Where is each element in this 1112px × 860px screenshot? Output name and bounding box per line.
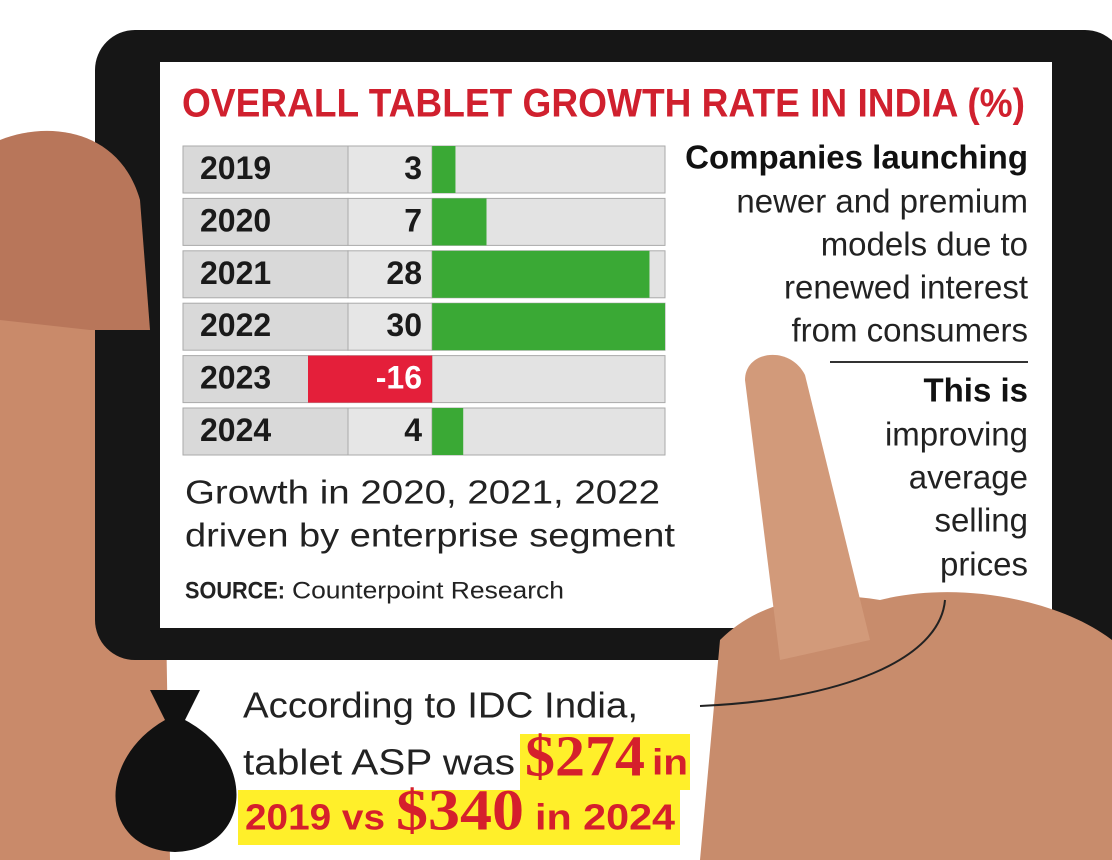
asp-note: in (652, 742, 688, 783)
pointing-finger (745, 354, 870, 660)
category-label: 2024 (200, 412, 271, 448)
callout-line: renewed interest (784, 269, 1028, 306)
value-cell (347, 407, 433, 456)
year-cell (182, 250, 349, 299)
value-label: 7 (404, 202, 422, 238)
bar (432, 198, 487, 246)
bar (432, 146, 456, 193)
asp-note: According to IDC India, (243, 685, 638, 726)
pointer-line (699, 599, 946, 707)
callout-top: Companies launching newer and premium mo… (685, 139, 1028, 349)
category-label: 2021 (200, 255, 271, 291)
asp-note: 2019 vs (245, 797, 385, 838)
callout-bottom: This is improving average selling prices (885, 372, 1028, 583)
highlight (520, 734, 690, 790)
callout-line: improving (885, 416, 1028, 453)
value-cell (347, 250, 433, 299)
callout-line: selling (934, 502, 1028, 539)
bar-track (431, 407, 666, 456)
category-label: 2023 (200, 360, 271, 396)
value-label: 3 (404, 150, 422, 186)
bar-track (431, 145, 666, 194)
callout-line: newer and premium (736, 183, 1028, 220)
value-cell (347, 145, 433, 194)
callout-line: from consumers (791, 312, 1028, 349)
bar (432, 303, 665, 351)
year-cell (182, 197, 349, 246)
money-bag-icon (115, 690, 237, 852)
chart-title: OVERALL TABLET GROWTH RATE IN INDIA (%) (182, 82, 1025, 126)
callout-line: prices (940, 546, 1028, 583)
value-label: 4 (404, 412, 422, 448)
bar (432, 250, 650, 298)
category-label: 2020 (200, 202, 271, 238)
year-cell (182, 407, 349, 456)
callout-line: average (909, 459, 1028, 496)
highlight (238, 790, 680, 845)
value-label: 30 (386, 307, 422, 343)
asp-note: tablet ASP was (243, 742, 515, 783)
bar (432, 408, 464, 455)
asp-price: $340 (396, 777, 524, 842)
value-label: -16 (376, 360, 422, 396)
year-cell (182, 145, 349, 194)
source-text: Counterpoint Research (292, 577, 564, 604)
callout-heading: This is (923, 372, 1028, 409)
value-label: 28 (386, 255, 422, 291)
asp-price: $274 (525, 723, 645, 788)
footnote: driven by enterprise segment (185, 517, 675, 554)
callout-line: models due to (821, 226, 1028, 263)
category-label: 2022 (200, 307, 271, 343)
category-label: 2019 (200, 150, 271, 186)
bar (308, 355, 433, 403)
right-hand (700, 592, 1112, 860)
value-cell (347, 302, 433, 351)
bar-track (431, 355, 666, 404)
bar-table: 2019 3 2020 7 2021 28 2022 30 2023 -16 2024 4 (182, 145, 666, 456)
value-cell (347, 197, 433, 246)
asp-note: in 2024 (535, 797, 675, 838)
footnote: Growth in 2020, 2021, 2022 (185, 474, 660, 511)
callout-heading: Companies launching (685, 139, 1028, 176)
source-label: SOURCE: (185, 577, 285, 604)
left-thumb (0, 130, 150, 330)
